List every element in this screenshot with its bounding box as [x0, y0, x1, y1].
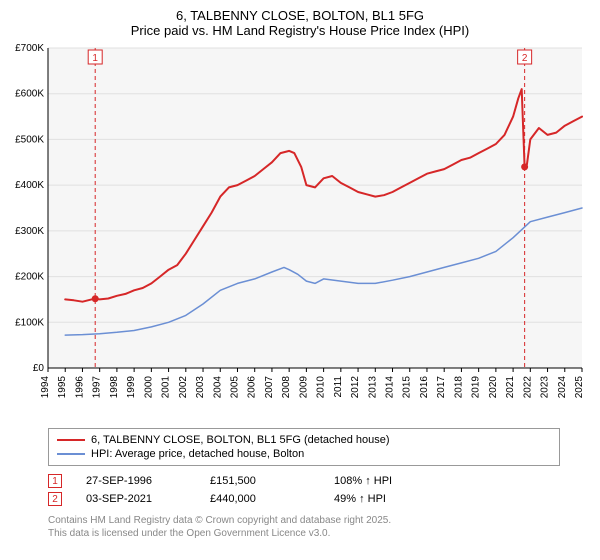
x-tick-label: 1999 — [126, 376, 137, 399]
footer-line2: This data is licensed under the Open Gov… — [48, 527, 560, 540]
chart-svg: £0 £100K £200K £300K £400K £500K £600K £700K 199… — [0, 42, 600, 422]
marker-table-row: 2 03-SEP-2021 £440,000 49% ↑ HPI — [48, 490, 560, 508]
x-tick-label: 1996 — [74, 376, 85, 399]
y-tick-label: £700K — [15, 43, 44, 54]
marker-pct: 108% ↑ HPI — [334, 475, 434, 487]
legend-label: HPI: Average price, detached house, Bolt… — [91, 448, 304, 460]
x-tick-label: 2022 — [522, 376, 533, 399]
x-tick-label: 1995 — [57, 376, 68, 399]
x-tick-label: 2024 — [557, 376, 568, 399]
x-tick-label: 2006 — [247, 376, 258, 399]
legend-row: HPI: Average price, detached house, Bolt… — [57, 447, 551, 461]
marker-point — [521, 163, 528, 170]
x-tick-label: 2016 — [419, 376, 430, 399]
legend-label: 6, TALBENNY CLOSE, BOLTON, BL1 5FG (deta… — [91, 434, 390, 446]
x-tick-label: 2007 — [264, 376, 275, 399]
legend-box: 6, TALBENNY CLOSE, BOLTON, BL1 5FG (deta… — [48, 428, 560, 466]
x-tick-label: 2013 — [367, 376, 378, 399]
x-tick-label: 2019 — [471, 376, 482, 399]
y-tick-label: £500K — [15, 134, 44, 145]
marker-date: 27-SEP-1996 — [86, 475, 186, 487]
marker-price: £440,000 — [210, 493, 310, 505]
legend-swatch — [57, 453, 85, 455]
x-tick-label: 1994 — [40, 376, 51, 399]
marker-pct: 49% ↑ HPI — [334, 493, 434, 505]
legend-swatch — [57, 439, 85, 441]
x-tick-label: 2012 — [350, 376, 361, 399]
x-tick-label: 2008 — [281, 376, 292, 399]
marker-badge-number: 2 — [522, 53, 528, 64]
x-tick-label: 2001 — [161, 376, 172, 399]
x-tick-label: 2003 — [195, 376, 206, 399]
footer-line1: Contains HM Land Registry data © Crown c… — [48, 514, 560, 527]
title-address: 6, TALBENNY CLOSE, BOLTON, BL1 5FG — [10, 8, 590, 23]
marker-table-badge: 1 — [48, 474, 62, 488]
y-tick-label: £200K — [15, 272, 44, 283]
marker-badge-number: 1 — [92, 53, 98, 64]
title-block: 6, TALBENNY CLOSE, BOLTON, BL1 5FG Price… — [0, 0, 600, 42]
x-tick-label: 2009 — [298, 376, 309, 399]
y-tick-label: £400K — [15, 180, 44, 191]
x-tick-label: 2011 — [333, 376, 344, 398]
markers-table: 1 27-SEP-1996 £151,500 108% ↑ HPI 2 03-SEP-20… — [48, 472, 560, 508]
chart-area: £0 £100K £200K £300K £400K £500K £600K £700K 199… — [0, 42, 600, 422]
x-tick-label: 2025 — [574, 376, 585, 399]
x-tick-label: 1997 — [92, 376, 103, 399]
footer-note: Contains HM Land Registry data © Crown c… — [48, 514, 560, 540]
legend-row: 6, TALBENNY CLOSE, BOLTON, BL1 5FG (deta… — [57, 433, 551, 447]
title-subtitle: Price paid vs. HM Land Registry's House … — [10, 23, 590, 38]
marker-table-badge: 2 — [48, 492, 62, 506]
x-tick-label: 2017 — [436, 376, 447, 399]
marker-table-row: 1 27-SEP-1996 £151,500 108% ↑ HPI — [48, 472, 560, 490]
x-tick-label: 1998 — [109, 376, 120, 399]
y-tick-label: £300K — [15, 226, 44, 237]
marker-price: £151,500 — [210, 475, 310, 487]
x-tick-label: 2018 — [453, 376, 464, 399]
x-tick-label: 2023 — [540, 376, 551, 399]
x-tick-label: 2000 — [143, 376, 154, 399]
x-tick-label: 2021 — [505, 376, 516, 399]
x-tick-label: 2015 — [402, 376, 413, 399]
x-tick-label: 2014 — [385, 376, 396, 399]
marker-date: 03-SEP-2021 — [86, 493, 186, 505]
y-tick-label: £100K — [15, 317, 44, 328]
x-tick-label: 2020 — [488, 376, 499, 399]
x-tick-label: 2002 — [178, 376, 189, 399]
marker-point — [92, 295, 99, 302]
x-tick-label: 2004 — [212, 376, 223, 399]
y-tick-label: £0 — [33, 363, 45, 374]
x-tick-label: 2005 — [229, 376, 240, 399]
y-tick-label: £600K — [15, 89, 44, 100]
x-tick-label: 2010 — [316, 376, 327, 399]
chart-container: 6, TALBENNY CLOSE, BOLTON, BL1 5FG Price… — [0, 0, 600, 560]
